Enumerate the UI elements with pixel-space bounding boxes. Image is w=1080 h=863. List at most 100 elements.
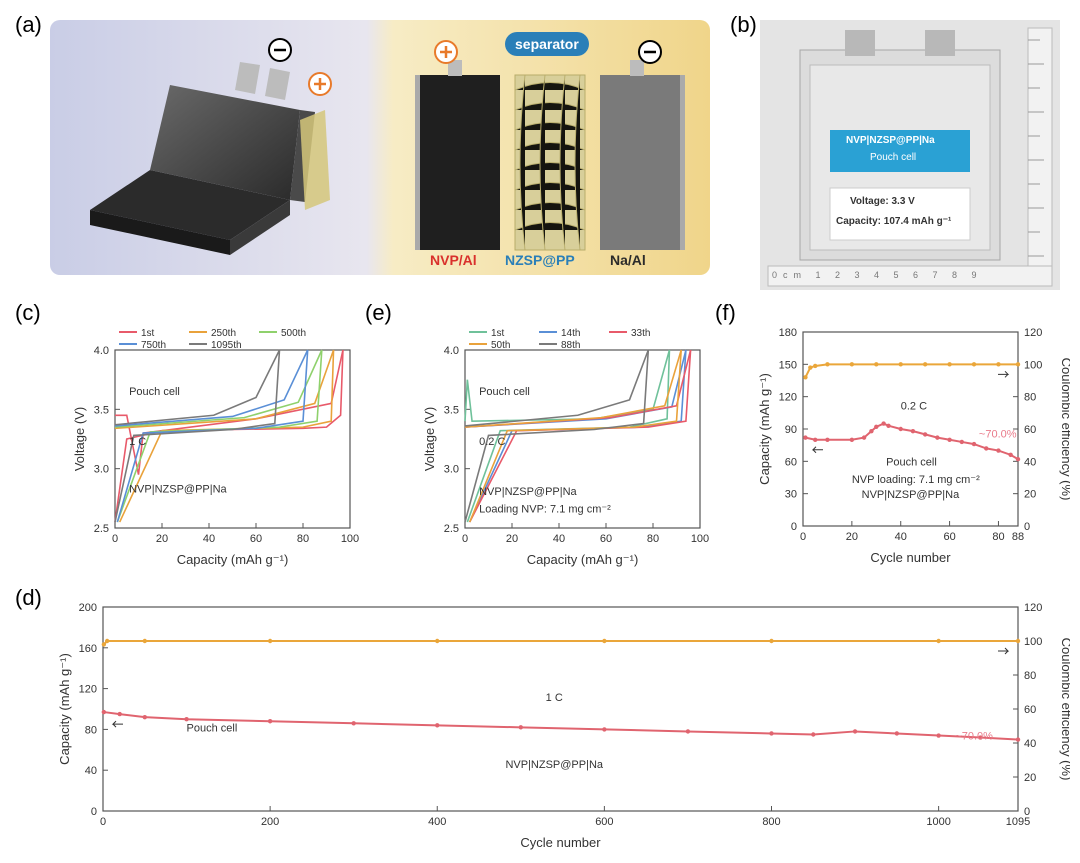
svg-text:60: 60 (943, 531, 955, 543)
svg-text:~70.0%: ~70.0% (979, 429, 1017, 441)
svg-text:NVP|NZSP@PP|Na: NVP|NZSP@PP|Na (505, 759, 603, 771)
svg-text:40: 40 (203, 533, 215, 545)
svg-text:60: 60 (250, 533, 262, 545)
svg-text:60: 60 (600, 533, 612, 545)
svg-text:40: 40 (553, 533, 565, 545)
svg-text:Voltage (V): Voltage (V) (422, 407, 437, 471)
chart-d: 0200400600800100010950408012016020002040… (55, 595, 1070, 855)
svg-text:NVP|NZSP@PP|Na: NVP|NZSP@PP|Na (862, 489, 960, 501)
svg-text:0: 0 (112, 533, 118, 545)
svg-text:0: 0 (100, 816, 106, 828)
svg-text:33th: 33th (631, 328, 650, 339)
svg-text:30: 30 (785, 489, 797, 501)
svg-text:1 C: 1 C (546, 692, 563, 704)
svg-text:Cycle number: Cycle number (520, 835, 601, 850)
svg-text:1st: 1st (141, 328, 155, 339)
svg-text:4.0: 4.0 (444, 345, 459, 357)
svg-text:0: 0 (1024, 806, 1030, 818)
svg-text:100: 100 (1024, 359, 1042, 371)
svg-text:0: 0 (91, 806, 97, 818)
svg-text:3.5: 3.5 (444, 404, 459, 416)
svg-text:100: 100 (341, 533, 359, 545)
svg-text:20: 20 (846, 531, 858, 543)
ruler-ticks: 0cm 1 2 3 4 5 6 7 8 9 (772, 270, 983, 280)
panel-label-d: (d) (15, 585, 42, 611)
svg-text:14th: 14th (561, 328, 580, 339)
svg-text:100: 100 (1024, 636, 1042, 648)
svg-text:160: 160 (79, 643, 97, 655)
svg-text:0.2 C: 0.2 C (479, 436, 505, 448)
svg-text:Capacity (mAh g⁻¹): Capacity (mAh g⁻¹) (527, 552, 639, 567)
svg-text:200: 200 (261, 816, 279, 828)
label-nvp-al: NVP/Al (430, 252, 477, 268)
pouch-label-sub: Pouch cell (870, 152, 916, 163)
svg-text:1095th: 1095th (211, 340, 242, 351)
svg-text:88th: 88th (561, 340, 580, 351)
svg-text:250th: 250th (211, 328, 236, 339)
svg-text:3.5: 3.5 (94, 404, 109, 416)
svg-text:180: 180 (779, 327, 797, 339)
label-nzsp-pp: NZSP@PP (505, 252, 575, 268)
svg-text:120: 120 (1024, 602, 1042, 614)
svg-text:0: 0 (791, 521, 797, 533)
svg-text:400: 400 (428, 816, 446, 828)
svg-text:Capacity (mAh g⁻¹): Capacity (mAh g⁻¹) (177, 552, 289, 567)
panel-b-photo: NVP|NZSP@PP|Na Pouch cell Voltage: 3.3 V… (760, 20, 1060, 290)
label-na-al: Na/Al (610, 252, 646, 268)
svg-text:600: 600 (595, 816, 613, 828)
pouch-voltage: Voltage: 3.3 V (850, 196, 915, 207)
svg-text:500th: 500th (281, 328, 306, 339)
svg-text:3.0: 3.0 (94, 464, 109, 476)
svg-text:1 C: 1 C (129, 436, 146, 448)
svg-text:120: 120 (79, 684, 97, 696)
svg-text:Pouch cell: Pouch cell (129, 386, 180, 398)
svg-text:Voltage (V): Voltage (V) (72, 407, 87, 471)
svg-text:1000: 1000 (926, 816, 950, 828)
svg-text:90: 90 (785, 424, 797, 436)
chart-e: 0204060801002.53.03.54.0Capacity (mAh g⁻… (420, 320, 710, 570)
svg-text:120: 120 (779, 392, 797, 404)
svg-text:Capacity (mAh g⁻¹): Capacity (mAh g⁻¹) (757, 373, 772, 485)
svg-text:~70.0%: ~70.0% (955, 731, 993, 743)
svg-text:NVP loading: 7.1 mg cm⁻²: NVP loading: 7.1 mg cm⁻² (852, 474, 980, 486)
svg-text:Cycle number: Cycle number (870, 550, 951, 565)
svg-text:0: 0 (462, 533, 468, 545)
svg-text:Coulombic efficiency (%): Coulombic efficiency (%) (1059, 638, 1070, 781)
separator-badge: separator (505, 32, 589, 56)
panel-label-b: (b) (730, 12, 757, 38)
svg-text:80: 80 (647, 533, 659, 545)
svg-text:1st: 1st (491, 328, 505, 339)
svg-text:40: 40 (1024, 738, 1036, 750)
svg-text:Coulombic efficiency (%): Coulombic efficiency (%) (1059, 358, 1070, 501)
svg-text:40: 40 (895, 531, 907, 543)
svg-text:Pouch cell: Pouch cell (886, 457, 937, 469)
svg-text:20: 20 (156, 533, 168, 545)
svg-text:0.2 C: 0.2 C (901, 401, 927, 413)
svg-text:200: 200 (79, 602, 97, 614)
panel-label-e: (e) (365, 300, 392, 326)
svg-text:0: 0 (1024, 521, 1030, 533)
svg-text:40: 40 (85, 765, 97, 777)
svg-text:750th: 750th (141, 340, 166, 351)
svg-text:80: 80 (297, 533, 309, 545)
svg-text:2.5: 2.5 (444, 523, 459, 535)
svg-text:20: 20 (1024, 772, 1036, 784)
svg-text:800: 800 (762, 816, 780, 828)
panel-label-c: (c) (15, 300, 41, 326)
svg-text:80: 80 (1024, 392, 1036, 404)
svg-text:Pouch cell: Pouch cell (479, 386, 530, 398)
pouch-capacity: Capacity: 107.4 mAh g⁻¹ (836, 216, 951, 227)
svg-text:60: 60 (785, 456, 797, 468)
svg-text:88: 88 (1012, 531, 1024, 543)
svg-text:60: 60 (1024, 424, 1036, 436)
svg-text:120: 120 (1024, 327, 1042, 339)
panel-label-a: (a) (15, 12, 42, 38)
panel-label-f: (f) (715, 300, 736, 326)
svg-text:60: 60 (1024, 704, 1036, 716)
svg-text:2.5: 2.5 (94, 523, 109, 535)
svg-text:20: 20 (1024, 489, 1036, 501)
chart-f: 0204060808803060901201501800204060801001… (755, 320, 1070, 570)
svg-text:40: 40 (1024, 456, 1036, 468)
chart-c: 0204060801002.53.03.54.0Capacity (mAh g⁻… (70, 320, 360, 570)
svg-text:Pouch cell: Pouch cell (187, 722, 238, 734)
